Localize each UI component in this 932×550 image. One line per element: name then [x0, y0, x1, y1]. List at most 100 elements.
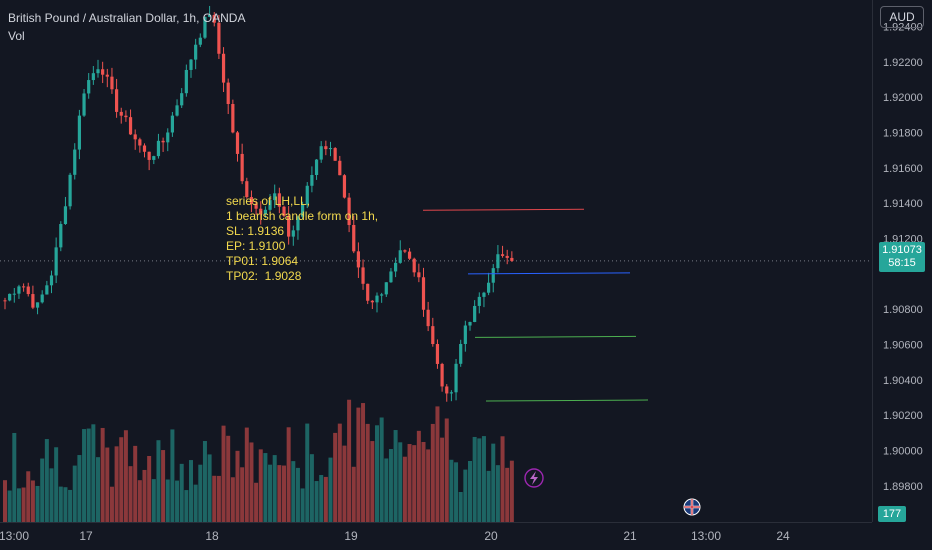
volume-bar — [123, 430, 128, 522]
volume-bar — [244, 427, 249, 522]
volume-bar — [40, 458, 45, 522]
candle-body — [119, 111, 123, 116]
candle-body — [110, 76, 114, 90]
candle-body — [217, 22, 221, 54]
volume-bar — [16, 488, 21, 522]
volume-bar — [361, 403, 366, 522]
volume-bar — [207, 454, 212, 522]
volume-bar — [202, 441, 207, 522]
candle-body — [152, 156, 156, 160]
candle-body — [240, 153, 244, 182]
volume-bar — [481, 436, 486, 522]
volume-bar — [133, 445, 138, 522]
candle-body — [324, 146, 328, 150]
candle-body — [277, 193, 281, 207]
volume-bar — [379, 417, 384, 522]
volume-bar — [407, 444, 412, 522]
ep-line — [467, 272, 631, 275]
volume-bar — [309, 454, 314, 522]
volume-bar — [463, 469, 468, 522]
candle-body — [12, 293, 16, 295]
volume-bar — [151, 479, 156, 522]
volume-bar — [72, 465, 77, 522]
volume-bar — [119, 437, 124, 522]
x-tick-label: 21 — [623, 529, 637, 543]
volume-bar — [91, 424, 96, 522]
candle-body — [198, 37, 202, 45]
volume-bar — [412, 445, 417, 522]
candle-body — [133, 134, 137, 140]
volume-bar — [333, 432, 338, 522]
volume-bar — [170, 429, 175, 522]
candle-body — [3, 300, 7, 302]
y-tick-label: 1.92200 — [883, 57, 923, 69]
candle-body — [510, 257, 514, 261]
volume-bar — [35, 485, 40, 522]
y-tick-label: 1.90800 — [883, 304, 923, 316]
volume-bar — [184, 490, 189, 522]
volume-bar — [216, 475, 221, 522]
candle-body — [101, 69, 105, 75]
volume-value-badge: 177 — [878, 506, 906, 522]
candle-body — [259, 208, 263, 215]
volume-bar — [26, 471, 31, 522]
candle-body — [431, 326, 435, 345]
volume-bar — [342, 445, 347, 522]
volume-bar — [249, 442, 254, 522]
candle-body — [142, 145, 147, 152]
volume-bar — [109, 486, 114, 522]
volume-bar — [161, 450, 166, 522]
candle-body — [226, 82, 230, 104]
y-tick-label: 1.90600 — [883, 340, 923, 352]
volume-bar — [96, 457, 100, 522]
candle-body — [22, 286, 26, 288]
candle-body — [249, 197, 254, 204]
candle-body — [166, 132, 170, 143]
y-tick-label: 1.91400 — [883, 198, 923, 210]
candle-body — [412, 258, 416, 273]
candle-body — [87, 80, 91, 94]
volume-bar — [142, 469, 147, 522]
candle-body — [338, 160, 342, 176]
volume-bar — [3, 480, 7, 522]
volume-bar — [30, 480, 35, 522]
symbol-title[interactable]: British Pound / Australian Dollar, 1h, O… — [8, 11, 246, 25]
volume-bar — [263, 453, 268, 522]
volume-bar — [189, 460, 193, 522]
y-tick-label: 1.91800 — [883, 128, 923, 140]
candle-body — [352, 224, 356, 252]
candle-body — [31, 294, 35, 308]
candle-body — [194, 44, 198, 60]
candle-body — [505, 255, 509, 258]
volume-bar — [77, 455, 82, 522]
y-tick-label: 1.91600 — [883, 163, 923, 175]
volume-bar — [314, 481, 319, 522]
volume-bar — [468, 460, 472, 522]
candle-body — [296, 216, 300, 231]
volume-bar — [128, 466, 133, 522]
volume-indicator-label[interactable]: Vol — [8, 29, 25, 43]
currency-button[interactable]: AUD — [880, 6, 924, 28]
candle-body — [96, 69, 100, 74]
candle-body — [454, 363, 458, 393]
volume-bar — [58, 486, 63, 522]
x-tick-label: 19 — [344, 529, 358, 543]
volume-bar — [416, 430, 421, 522]
candle-body — [370, 300, 374, 303]
candle-body — [468, 321, 472, 326]
candle-body — [375, 295, 379, 303]
volume-bar — [440, 437, 445, 522]
volume-bar — [365, 423, 370, 522]
volume-bar — [291, 461, 296, 522]
volume-bar — [114, 446, 119, 522]
volume-bar — [375, 425, 379, 522]
candle-body — [310, 175, 314, 186]
volume-bar — [226, 435, 231, 522]
candle-body — [128, 117, 133, 135]
y-tick-label: 1.89800 — [883, 481, 923, 493]
volume-bar — [272, 455, 277, 522]
candle-body — [487, 282, 491, 293]
volume-bar — [7, 490, 12, 522]
candle-body — [477, 296, 481, 306]
